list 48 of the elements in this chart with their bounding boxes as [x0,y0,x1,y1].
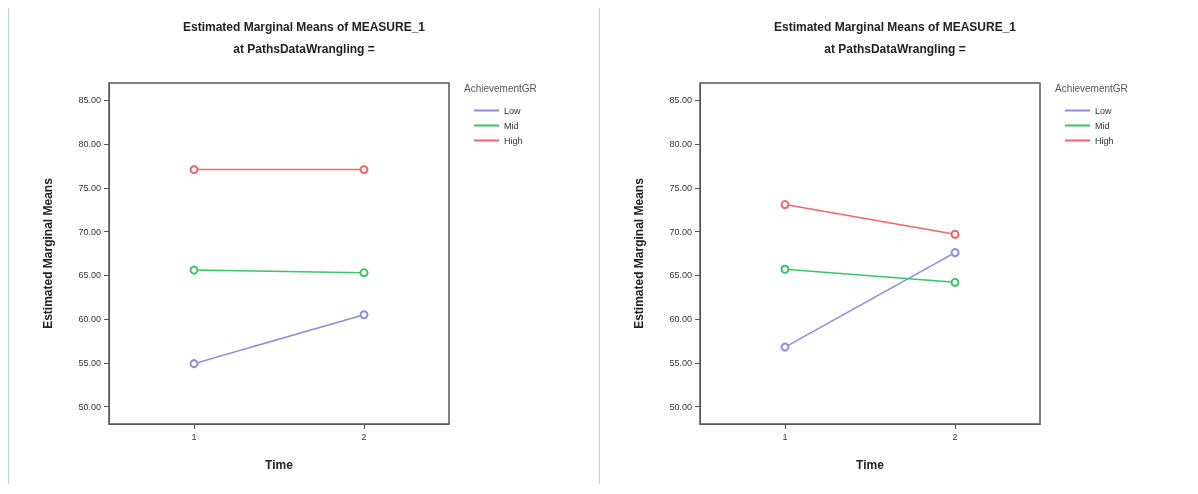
chart-subtitle: at PathsDataWrangling = [824,42,966,56]
point [780,200,790,210]
point [780,342,790,352]
x-tick-label: 2 [361,431,367,442]
legend-label: High [504,135,523,146]
x-tick-label: 1 [191,431,197,442]
x-axis-title: Time [265,458,294,472]
point [189,265,199,275]
legend-title: AchievementGR [464,82,537,94]
y-tick-label: 65.00 [669,270,692,281]
x-axis-title: Time [856,458,885,472]
legend-label: High [1095,135,1114,146]
point [780,264,790,274]
point [359,165,369,175]
chart-title: Estimated Marginal Means of MEASURE_1 [773,20,1017,34]
y-axis-title: Estimated Marginal Means [632,177,646,329]
point [189,359,199,369]
point [359,310,369,320]
point [189,165,199,175]
chart-subtitle: at PathsDataWrangling = [233,42,375,56]
chart-title: Estimated Marginal Means of MEASURE_1 [182,20,426,34]
legend-title: AchievementGR [1055,82,1128,94]
point [359,268,369,278]
y-tick-label: 60.00 [669,314,692,325]
y-tick-label: 70.00 [669,226,692,237]
y-tick-label: 85.00 [669,95,692,106]
y-tick-label: 75.00 [669,182,692,193]
y-tick-label: 60.00 [78,314,101,325]
x-tick-label: 2 [952,431,958,442]
y-tick-label: 65.00 [78,270,101,281]
legend-label: Low [504,105,522,116]
y-tick-label: 55.00 [669,357,692,368]
legend-label: Mid [1095,120,1110,131]
y-tick-label: 80.00 [669,139,692,150]
legend-label: Low [1095,105,1113,116]
y-tick-label: 50.00 [78,401,101,412]
y-tick-label: 70.00 [78,226,101,237]
point [950,229,960,239]
point [950,248,960,258]
y-tick-label: 50.00 [669,401,692,412]
x-tick-label: 1 [782,431,788,442]
legend-label: Mid [504,120,519,131]
y-tick-label: 80.00 [78,139,101,150]
y-tick-label: 75.00 [78,182,101,193]
y-tick-label: 85.00 [78,95,101,106]
point [950,277,960,287]
y-tick-label: 55.00 [78,357,101,368]
y-axis-title: Estimated Marginal Means [41,177,55,329]
